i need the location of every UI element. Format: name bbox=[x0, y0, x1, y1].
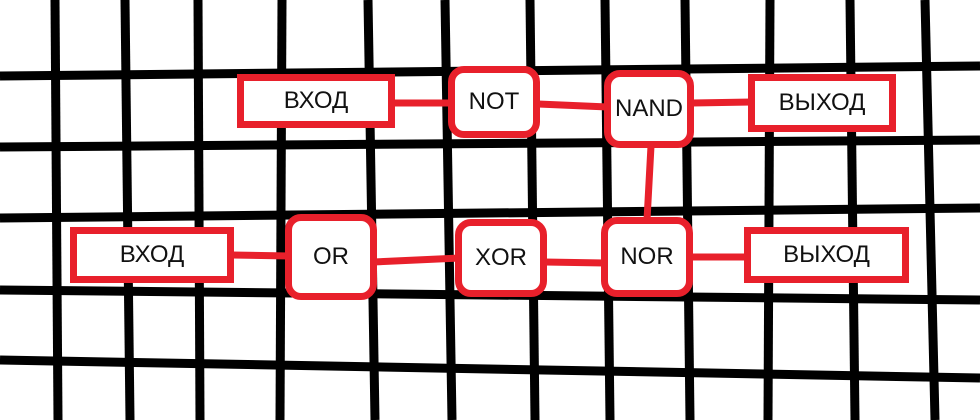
input-box-bottom: ВХОД bbox=[70, 227, 234, 283]
gate-label: OR bbox=[313, 243, 349, 270]
grid-line bbox=[50, 0, 63, 420]
or-gate: OR bbox=[285, 214, 377, 300]
wire-input-to-or bbox=[228, 251, 294, 260]
grid-line bbox=[0, 203, 980, 223]
grid-line bbox=[0, 135, 980, 152]
xor-gate: XOR bbox=[455, 219, 547, 297]
input-label: ВХОД bbox=[119, 241, 185, 268]
input-label: ВХОД bbox=[283, 87, 349, 114]
wire-nand-to-nor bbox=[643, 142, 655, 224]
output-label: ВЫХОД bbox=[783, 241, 870, 268]
gate-label: NAND bbox=[614, 95, 683, 122]
nand-gate: NAND bbox=[604, 70, 694, 148]
not-gate: NOT bbox=[448, 66, 540, 138]
nor-gate: NOR bbox=[601, 217, 693, 297]
gate-label: XOR bbox=[474, 244, 527, 271]
output-box-top: ВЫХОД bbox=[748, 74, 896, 132]
wire-or-to-xor bbox=[369, 254, 464, 266]
wire-not-to-nand bbox=[534, 100, 612, 111]
output-box-bottom: ВЫХОД bbox=[744, 227, 909, 283]
input-box-top: ВХОД bbox=[237, 74, 395, 128]
output-label: ВЫХОД bbox=[778, 89, 866, 116]
grid-line bbox=[120, 0, 135, 420]
wire-nand-to-output bbox=[688, 98, 756, 107]
wire-xor-to-nor bbox=[540, 258, 609, 267]
gate-label: NOR bbox=[620, 243, 674, 270]
grid-line bbox=[0, 355, 980, 383]
gate-label: NOT bbox=[468, 88, 520, 115]
